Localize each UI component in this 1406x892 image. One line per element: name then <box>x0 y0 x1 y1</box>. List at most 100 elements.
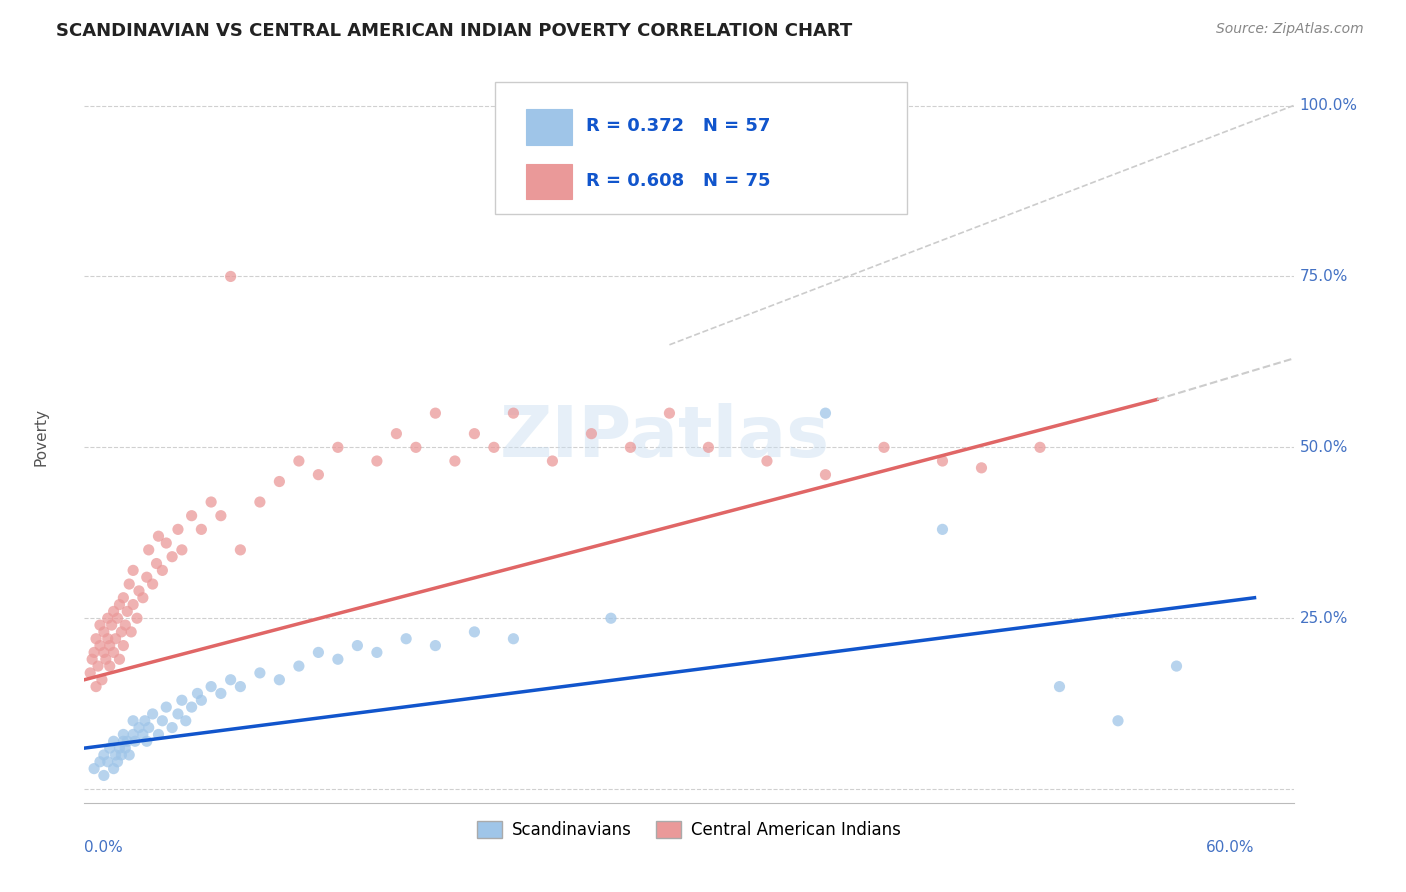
Point <box>200 495 222 509</box>
Point <box>600 611 623 625</box>
Point <box>658 406 681 420</box>
Point <box>112 734 135 748</box>
Point <box>814 467 837 482</box>
Point <box>1029 440 1052 454</box>
Point <box>114 618 136 632</box>
Point <box>108 741 131 756</box>
Point <box>619 440 641 454</box>
FancyBboxPatch shape <box>495 82 907 214</box>
Point <box>931 454 953 468</box>
Point <box>190 693 212 707</box>
Point <box>346 639 368 653</box>
Point <box>135 734 157 748</box>
Point <box>502 632 524 646</box>
Point <box>150 714 173 728</box>
Point <box>873 440 896 454</box>
Point <box>219 269 242 284</box>
Point <box>249 495 271 509</box>
Point <box>219 673 242 687</box>
Text: R = 0.608   N = 75: R = 0.608 N = 75 <box>586 172 770 190</box>
Point <box>425 639 447 653</box>
Point <box>697 440 720 454</box>
Point <box>200 680 222 694</box>
Point <box>385 426 408 441</box>
Point <box>90 673 112 687</box>
Point <box>112 727 135 741</box>
Point <box>100 618 122 632</box>
Point <box>160 549 183 564</box>
Point <box>110 624 132 639</box>
Point <box>118 577 141 591</box>
Point <box>132 591 155 605</box>
Point <box>142 577 165 591</box>
Point <box>97 755 120 769</box>
Point <box>89 639 111 653</box>
Point <box>120 624 142 639</box>
Point <box>326 652 349 666</box>
Point <box>122 727 145 741</box>
Point <box>581 426 603 441</box>
Text: 100.0%: 100.0% <box>1299 98 1358 113</box>
Point <box>180 508 202 523</box>
Point <box>93 747 115 762</box>
Point <box>174 714 197 728</box>
Point <box>89 755 111 769</box>
Text: 0.0%: 0.0% <box>84 840 124 855</box>
Point <box>444 454 467 468</box>
Point <box>209 508 232 523</box>
Point <box>186 686 208 700</box>
Point <box>98 639 121 653</box>
Point <box>110 747 132 762</box>
Point <box>931 522 953 536</box>
Point <box>132 727 155 741</box>
Point <box>112 591 135 605</box>
Point <box>135 570 157 584</box>
Point <box>98 659 121 673</box>
Legend: Scandinavians, Central American Indians: Scandinavians, Central American Indians <box>470 814 908 846</box>
Point <box>83 762 105 776</box>
Point <box>150 563 173 577</box>
Point <box>114 741 136 756</box>
Text: 75.0%: 75.0% <box>1299 268 1348 284</box>
Point <box>288 454 311 468</box>
Point <box>104 747 127 762</box>
Bar <box>526 164 572 200</box>
Point <box>502 406 524 420</box>
Point <box>366 454 388 468</box>
Point <box>84 632 107 646</box>
Point <box>134 714 156 728</box>
Text: 60.0%: 60.0% <box>1206 840 1254 855</box>
Point <box>112 639 135 653</box>
Point <box>138 542 160 557</box>
Point <box>167 706 190 721</box>
Point <box>128 721 150 735</box>
Point <box>269 475 291 489</box>
Point <box>104 632 127 646</box>
Point <box>167 522 190 536</box>
Point <box>1049 680 1071 694</box>
Point <box>98 741 121 756</box>
Point <box>307 467 329 482</box>
Point <box>190 522 212 536</box>
Point <box>269 673 291 687</box>
Point <box>170 693 193 707</box>
Point <box>79 665 101 680</box>
Point <box>229 680 252 694</box>
Point <box>395 632 418 646</box>
Point <box>970 460 993 475</box>
Point <box>366 645 388 659</box>
Point <box>108 598 131 612</box>
Point <box>155 536 177 550</box>
Text: Poverty: Poverty <box>34 408 48 467</box>
Point <box>180 700 202 714</box>
Text: R = 0.372   N = 57: R = 0.372 N = 57 <box>586 117 770 136</box>
Point <box>83 645 105 659</box>
Point <box>142 706 165 721</box>
Point <box>249 665 271 680</box>
Point <box>425 406 447 420</box>
Point <box>1166 659 1188 673</box>
Point <box>405 440 427 454</box>
Point <box>84 680 107 694</box>
Text: 25.0%: 25.0% <box>1299 611 1348 625</box>
Point <box>229 542 252 557</box>
